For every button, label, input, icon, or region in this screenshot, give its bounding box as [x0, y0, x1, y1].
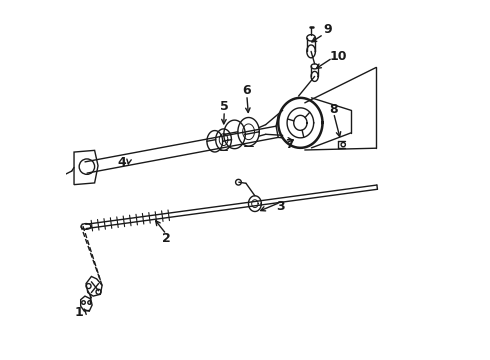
Text: 8: 8 [329, 103, 338, 116]
Text: 7: 7 [285, 139, 294, 152]
Text: 9: 9 [323, 23, 332, 36]
Text: 4: 4 [118, 156, 126, 168]
Text: 3: 3 [276, 200, 285, 213]
Text: 10: 10 [329, 50, 346, 63]
Text: 6: 6 [243, 84, 251, 97]
Text: 1: 1 [74, 306, 83, 319]
Text: 5: 5 [220, 100, 229, 113]
Text: 2: 2 [162, 233, 171, 246]
